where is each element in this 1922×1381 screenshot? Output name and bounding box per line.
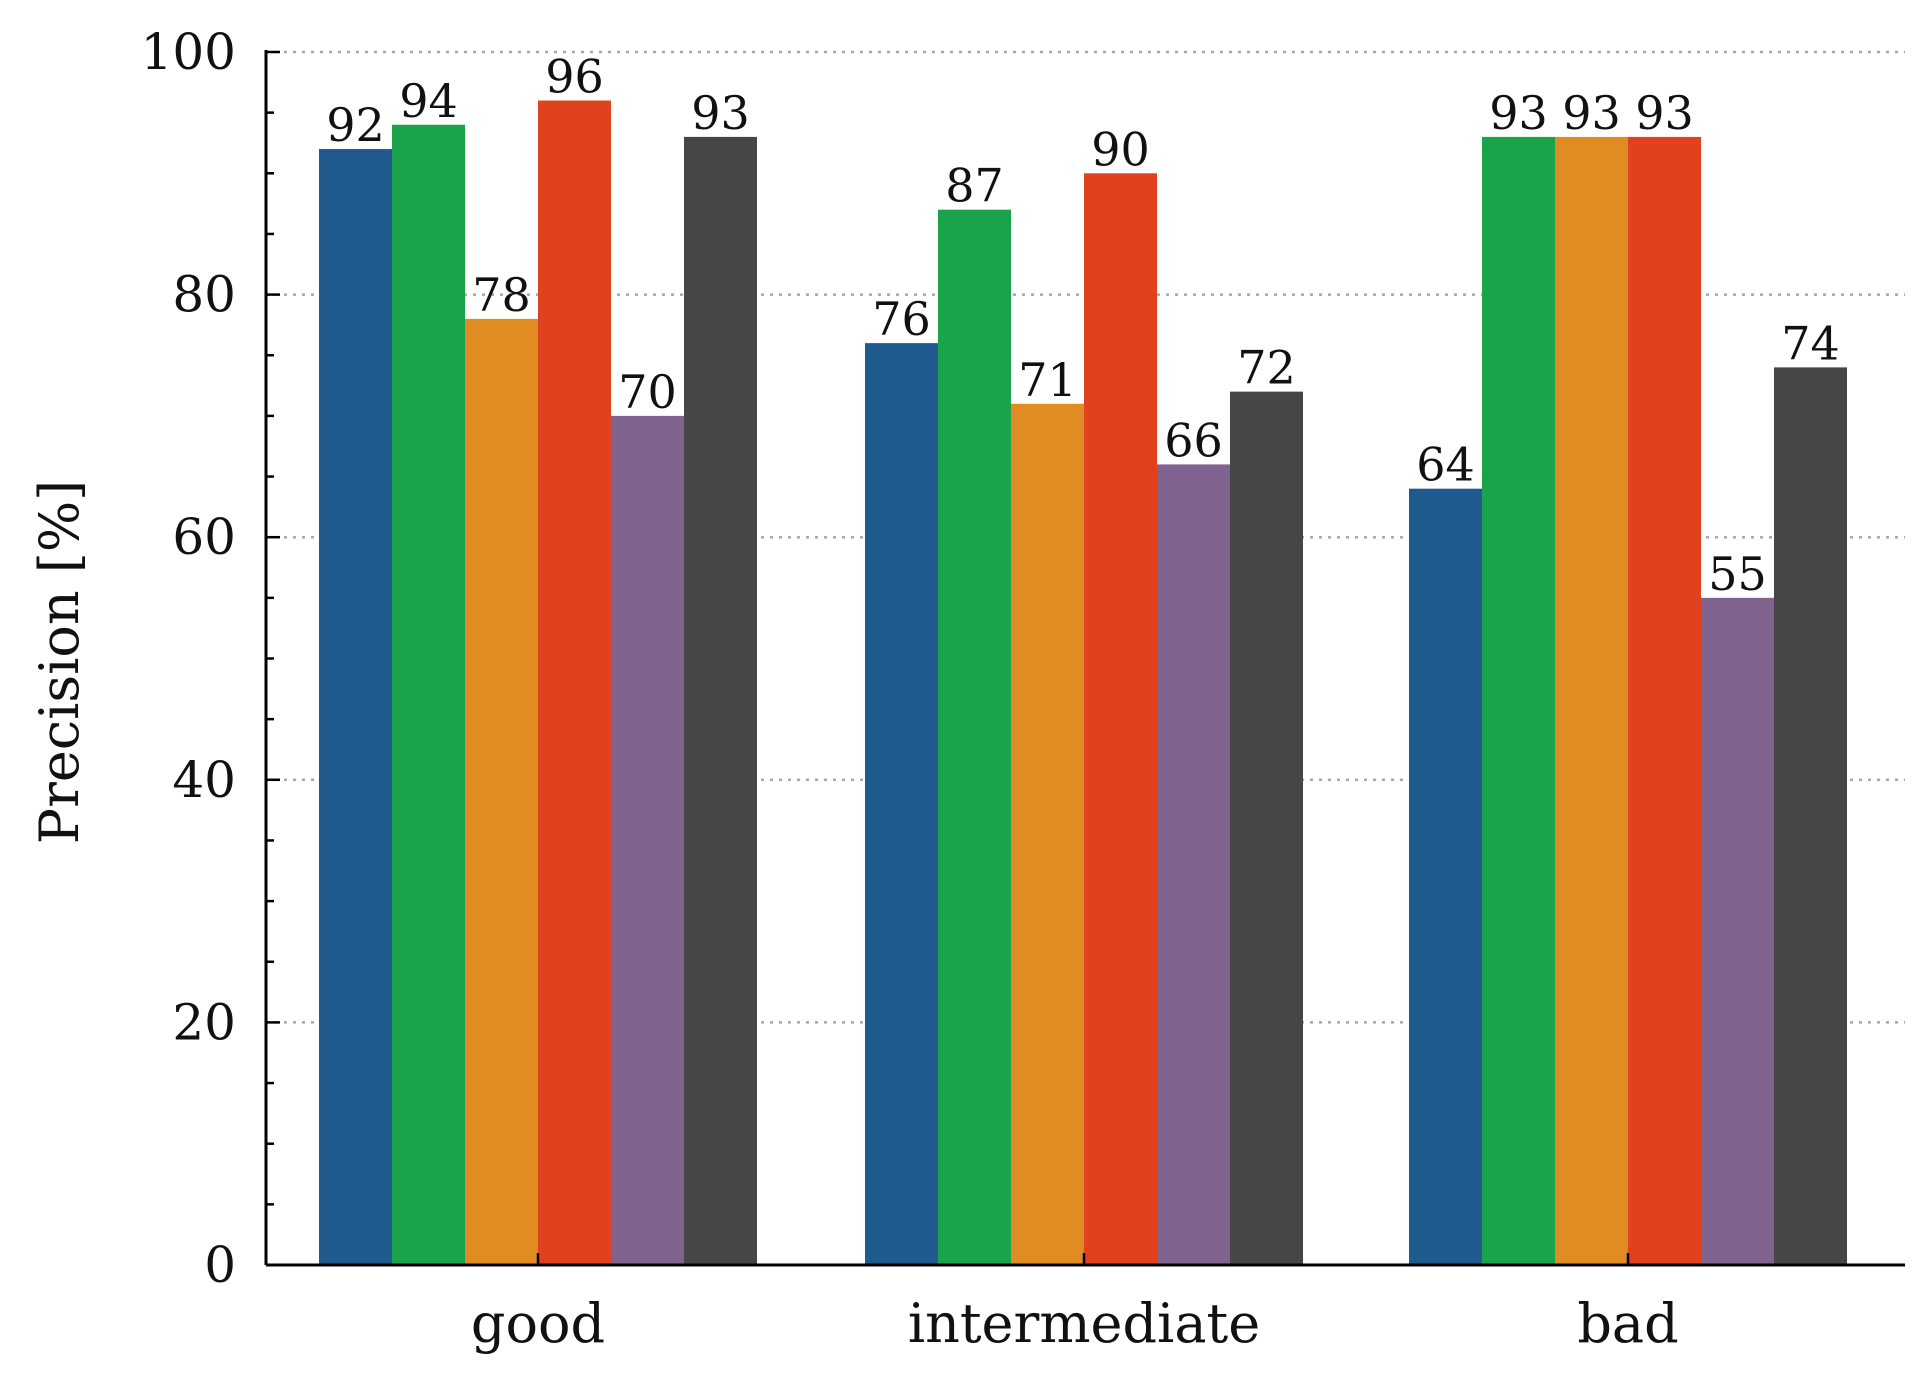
data-labels: 92 94 78 96 70 93 76 87 71 90 66 72 64 93 93 93 55 74 (326, 50, 1840, 601)
bar-bad-series-6 (1774, 367, 1847, 1265)
data-label-bad-series-2: 93 (1489, 86, 1548, 140)
data-label-good-series-4: 96 (545, 50, 604, 104)
x-tick-label-intermediate: intermediate (908, 1292, 1260, 1355)
data-label-intermediate-series-3: 71 (1018, 353, 1077, 407)
data-label-bad-series-6: 74 (1781, 316, 1840, 370)
y-tick-label: 100 (141, 23, 236, 81)
bar-good-series-4 (538, 100, 611, 1265)
data-label-intermediate-series-2: 87 (945, 159, 1004, 213)
bar-intermediate-series-2 (938, 209, 1011, 1266)
bars (319, 100, 1847, 1266)
data-label-good-series-2: 94 (399, 74, 458, 128)
data-label-good-series-5: 70 (618, 365, 677, 419)
bar-bad-series-2 (1482, 136, 1555, 1265)
data-label-good-series-3: 78 (472, 268, 531, 322)
bar-good-series-2 (392, 124, 465, 1265)
data-label-intermediate-series-1: 76 (872, 292, 931, 346)
bar-bad-series-5 (1701, 597, 1774, 1265)
y-tick-label: 40 (172, 751, 236, 809)
bar-good-series-6 (684, 136, 757, 1265)
y-tick-label: 80 (172, 266, 236, 324)
data-label-good-series-1: 92 (326, 98, 385, 152)
bar-good-series-1 (319, 149, 392, 1265)
bar-intermediate-series-1 (865, 343, 938, 1265)
data-label-bad-series-1: 64 (1416, 438, 1475, 492)
data-label-intermediate-series-6: 72 (1237, 341, 1296, 395)
data-label-intermediate-series-4: 90 (1091, 122, 1150, 176)
bar-good-series-5 (611, 415, 684, 1265)
bar-bad-series-1 (1409, 488, 1482, 1265)
y-tick-label: 20 (172, 993, 236, 1051)
bar-good-series-3 (465, 318, 538, 1265)
bar-bad-series-4 (1628, 136, 1701, 1265)
bar-bad-series-3 (1555, 136, 1628, 1265)
data-label-bad-series-4: 93 (1635, 86, 1694, 140)
bar-intermediate-series-5 (1157, 464, 1230, 1265)
data-label-good-series-6: 93 (691, 86, 750, 140)
y-axis-title: Precision [%] (28, 480, 91, 845)
bar-intermediate-series-3 (1011, 403, 1084, 1265)
axes: 0 20 40 60 80 100 good intermediate bad (141, 23, 1905, 1355)
y-tick-label: 60 (172, 508, 236, 566)
data-label-bad-series-5: 55 (1708, 547, 1767, 601)
data-label-bad-series-3: 93 (1562, 86, 1621, 140)
x-tick-label-bad: bad (1577, 1292, 1678, 1355)
bar-intermediate-series-4 (1084, 173, 1157, 1265)
bar-intermediate-series-6 (1230, 391, 1303, 1265)
x-tick-label-good: good (471, 1292, 605, 1355)
y-tick-label: 0 (204, 1236, 236, 1294)
data-label-intermediate-series-5: 66 (1164, 413, 1223, 467)
